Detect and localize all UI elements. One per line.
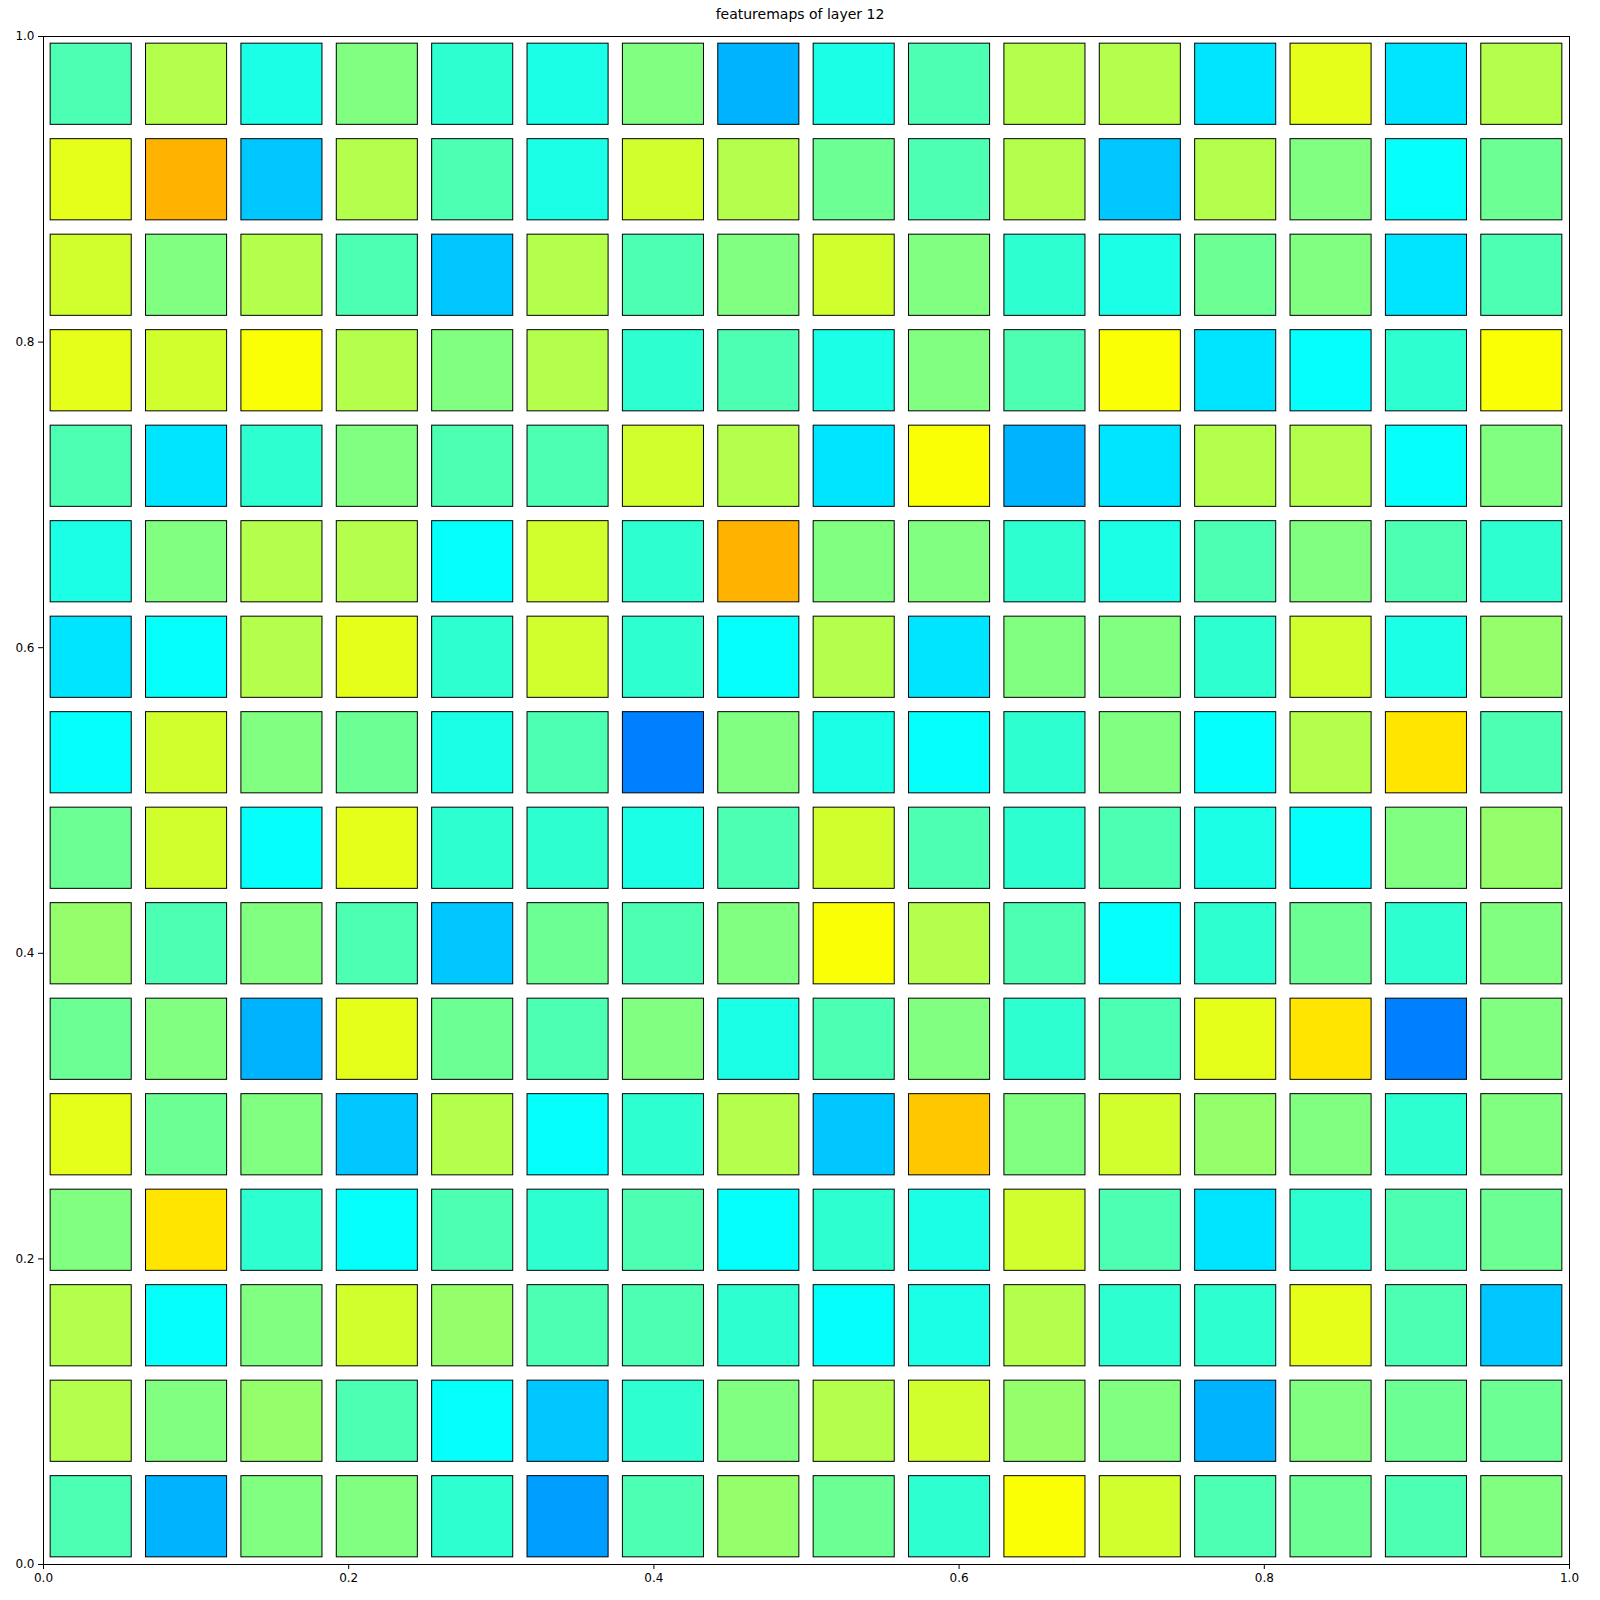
svg-text:0.8: 0.8 [1255, 1571, 1274, 1585]
svg-text:0.6: 0.6 [950, 1571, 969, 1585]
svg-text:1.0: 1.0 [1560, 1571, 1579, 1585]
svg-text:0.0: 0.0 [15, 1557, 34, 1571]
svg-text:0.0: 0.0 [34, 1571, 53, 1585]
svg-text:1.0: 1.0 [15, 29, 34, 43]
html-text:featuremaps of layer 12: featuremaps of layer 12 [715, 6, 885, 22]
svg-text:0.4: 0.4 [644, 1571, 663, 1585]
svg-text:0.4: 0.4 [15, 946, 34, 960]
svg-text:0.2: 0.2 [339, 1571, 358, 1585]
svg-text:0.6: 0.6 [15, 641, 34, 655]
svg-text:0.8: 0.8 [15, 335, 34, 349]
svg-text:0.2: 0.2 [15, 1252, 34, 1266]
